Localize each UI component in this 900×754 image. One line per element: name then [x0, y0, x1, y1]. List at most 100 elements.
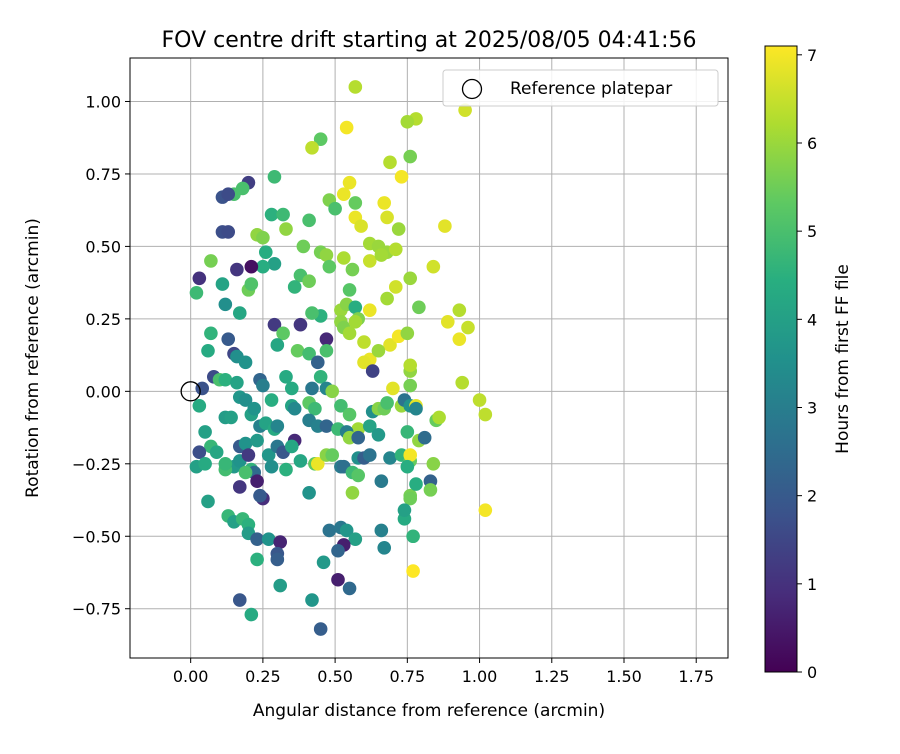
data-point — [412, 300, 426, 315]
colorbar: 0 1 2 3 4 5 6 7 Hours from first FF file — [764, 45, 853, 682]
y-tick-label: −0.75 — [72, 600, 121, 619]
data-point — [224, 410, 238, 425]
data-point — [189, 285, 204, 300]
data-point — [371, 343, 386, 358]
data-point — [270, 338, 285, 352]
data-point — [362, 419, 377, 433]
data-point — [195, 381, 210, 396]
plot-frame — [129, 57, 729, 659]
data-point — [478, 503, 493, 517]
data-point — [406, 564, 420, 578]
data-point — [221, 225, 236, 239]
legend-marker-icon — [461, 78, 483, 100]
data-point — [409, 477, 423, 491]
data-point — [394, 170, 409, 184]
y-tick-label: −0.50 — [72, 527, 121, 546]
data-point — [403, 378, 418, 393]
data-point — [319, 419, 334, 433]
data-point — [313, 370, 328, 384]
x-tick-label: 0.00 — [173, 667, 209, 686]
data-point — [310, 456, 325, 471]
data-point — [313, 622, 328, 636]
data-point — [348, 80, 363, 94]
data-point — [388, 242, 403, 257]
data-point — [287, 280, 302, 294]
data-point — [250, 532, 264, 546]
data-point — [319, 343, 334, 358]
data-point — [403, 358, 418, 373]
data-point — [362, 448, 377, 462]
data-point — [406, 529, 420, 544]
data-point — [302, 274, 316, 288]
data-point — [348, 314, 363, 329]
data-point — [331, 572, 345, 587]
data-point — [380, 396, 394, 410]
data-point — [472, 393, 487, 407]
data-point — [331, 543, 345, 558]
data-point — [325, 384, 340, 399]
y-tick-label: 1.00 — [85, 92, 121, 111]
data-point — [316, 555, 331, 570]
data-point — [458, 103, 472, 117]
data-point — [336, 187, 351, 202]
data-point — [440, 314, 455, 329]
data-point — [342, 407, 357, 422]
data-point — [432, 410, 446, 425]
colorbar-tick-label: 2 — [807, 487, 817, 506]
colorbar-ticks: 0 1 2 3 4 5 6 7 — [797, 46, 817, 682]
colorbar-tick-label: 3 — [807, 398, 817, 417]
data-point — [400, 425, 415, 439]
data-point — [232, 306, 247, 320]
data-point — [322, 259, 337, 274]
grid-lines — [130, 58, 728, 658]
data-point — [348, 300, 363, 315]
data-point — [279, 370, 293, 384]
data-point — [244, 607, 259, 622]
data-point — [230, 262, 244, 277]
x-tick-label: 0.75 — [390, 667, 426, 686]
data-point — [325, 448, 340, 462]
data-point — [276, 207, 290, 222]
data-point — [250, 552, 264, 567]
data-point — [377, 541, 392, 555]
data-point — [232, 480, 247, 494]
data-point — [362, 254, 377, 268]
data-point — [198, 456, 212, 471]
data-point — [339, 120, 354, 135]
data-point — [273, 578, 288, 593]
data-point — [192, 445, 207, 460]
y-axis-ticks: −0.75 −0.50 −0.25 0.00 0.25 0.50 0.75 1.00 — [72, 92, 130, 619]
data-point — [264, 459, 279, 474]
data-point — [221, 187, 236, 202]
colorbar-tick-label: 5 — [807, 222, 817, 241]
data-point — [342, 581, 357, 596]
data-point — [192, 271, 207, 286]
data-point — [273, 535, 288, 549]
data-point — [244, 259, 259, 274]
data-point — [383, 155, 397, 170]
data-point — [365, 364, 380, 378]
data-point — [264, 393, 279, 407]
data-point — [209, 445, 224, 460]
data-point — [452, 303, 467, 317]
data-point — [218, 456, 233, 471]
data-point — [328, 201, 342, 216]
data-point — [319, 248, 334, 262]
data-point — [383, 451, 397, 465]
data-point — [397, 503, 412, 517]
data-point — [452, 332, 467, 346]
data-point — [374, 248, 389, 262]
data-point — [357, 355, 371, 370]
reference-marker-group — [180, 381, 201, 402]
data-point — [403, 271, 418, 286]
data-point — [351, 468, 366, 483]
data-point — [400, 114, 415, 129]
data-point — [342, 175, 357, 190]
data-point — [319, 332, 334, 346]
data-point — [354, 219, 368, 233]
x-tick-label: 1.75 — [678, 667, 714, 686]
data-point — [192, 399, 207, 413]
data-point — [238, 465, 253, 480]
data-point — [256, 230, 270, 245]
data-point — [218, 297, 233, 312]
